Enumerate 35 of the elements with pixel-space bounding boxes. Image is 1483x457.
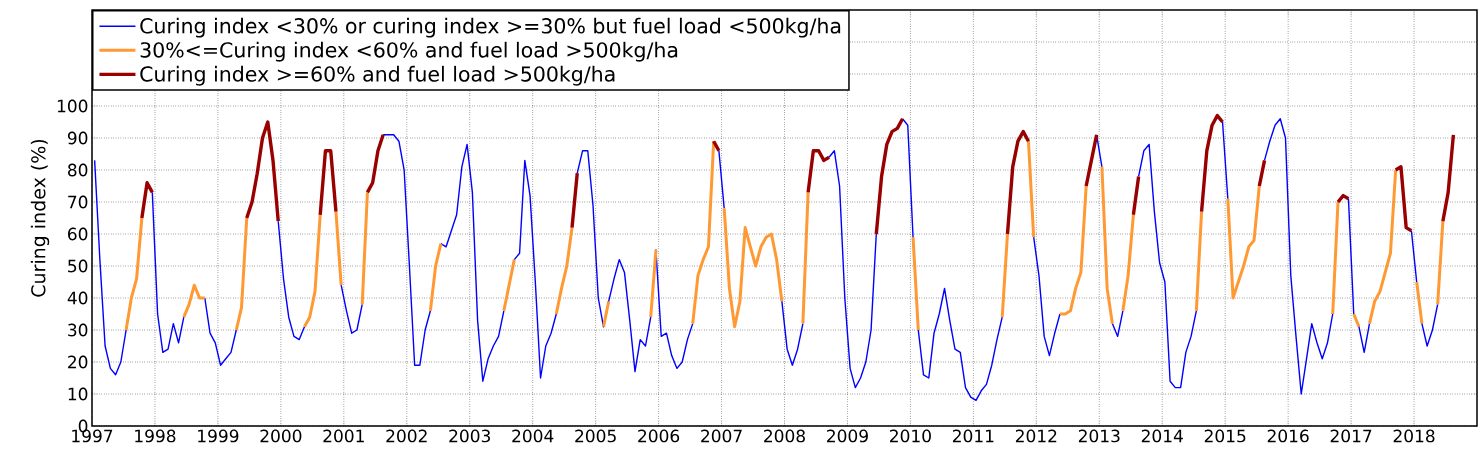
y-tick-label: 100 bbox=[57, 99, 88, 113]
legend-label: 30%<=Curing index <60% and fuel load >500kg/ha bbox=[140, 41, 678, 62]
x-tick-label: 2002 bbox=[386, 429, 427, 443]
x-tick-label: 2018 bbox=[1393, 429, 1435, 443]
x-tick-label: 1998 bbox=[135, 429, 176, 443]
x-tick-label: 2012 bbox=[1015, 429, 1057, 443]
x-tick-label: 2008 bbox=[764, 429, 805, 443]
x-tick-label: 1999 bbox=[198, 429, 239, 443]
x-tick-label: 2009 bbox=[827, 429, 868, 443]
y-tick-label: 20 bbox=[68, 355, 88, 369]
x-tick-label: 2011 bbox=[952, 429, 994, 443]
x-tick-label: 2001 bbox=[323, 429, 364, 443]
x-tick-label: 2017 bbox=[1330, 429, 1372, 443]
x-tick-label: 2016 bbox=[1267, 429, 1309, 443]
y-tick-label: 10 bbox=[68, 387, 88, 401]
y-tick-label: 90 bbox=[67, 131, 88, 145]
x-tick-label: 2013 bbox=[1078, 429, 1120, 443]
y-tick-label: 30 bbox=[68, 323, 88, 337]
x-tick-label: 2003 bbox=[449, 429, 490, 443]
y-tick-label: 80 bbox=[68, 163, 88, 177]
y-tick-label: 70 bbox=[68, 195, 88, 209]
x-tick-label: 2007 bbox=[701, 429, 742, 443]
y-tick-label: 50 bbox=[68, 259, 88, 273]
y-tick-label: 60 bbox=[68, 227, 88, 241]
x-tick-label: 2000 bbox=[260, 429, 302, 443]
y-tick-label: 40 bbox=[67, 291, 88, 305]
legend-label: Curing index <30% or curing index >=30% but fuel load <500kg/ha bbox=[140, 17, 841, 38]
x-tick-label: 2010 bbox=[890, 429, 931, 443]
y-axis-title: Curing index (%) bbox=[30, 139, 50, 297]
x-tick-label: 2004 bbox=[512, 429, 554, 443]
x-tick-label: 2015 bbox=[1204, 429, 1246, 443]
x-tick-label: 2006 bbox=[638, 429, 680, 443]
legend-label: Curing index >=60% and fuel load >500kg/ha bbox=[140, 65, 615, 86]
x-tick-label: 2014 bbox=[1141, 429, 1183, 443]
x-tick-label: 2005 bbox=[575, 429, 616, 443]
